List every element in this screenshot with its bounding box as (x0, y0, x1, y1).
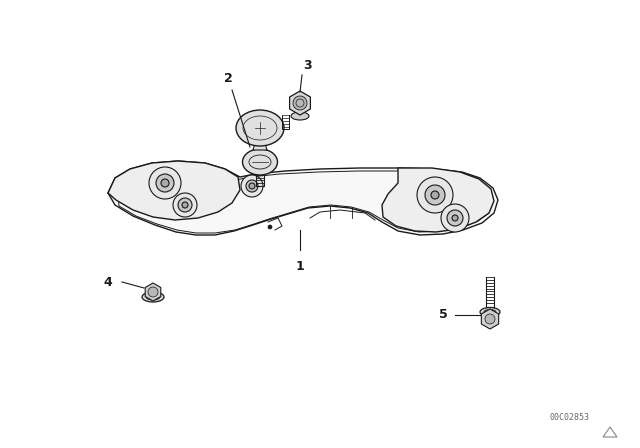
Circle shape (161, 179, 169, 187)
Circle shape (178, 198, 192, 212)
Text: 1: 1 (296, 260, 305, 273)
Text: 3: 3 (304, 59, 312, 72)
Circle shape (249, 183, 255, 189)
Ellipse shape (243, 149, 278, 175)
Ellipse shape (291, 112, 309, 120)
Polygon shape (481, 309, 499, 329)
Circle shape (452, 215, 458, 221)
Circle shape (241, 175, 263, 197)
Text: 00C02853: 00C02853 (550, 414, 590, 422)
Polygon shape (145, 283, 161, 301)
Circle shape (447, 210, 463, 226)
Ellipse shape (484, 310, 496, 314)
Text: 5: 5 (439, 309, 448, 322)
Circle shape (148, 287, 158, 297)
Circle shape (417, 177, 453, 213)
Ellipse shape (480, 307, 500, 316)
Polygon shape (108, 161, 498, 235)
Circle shape (293, 96, 307, 110)
Polygon shape (108, 161, 240, 220)
Circle shape (246, 180, 258, 192)
Circle shape (425, 185, 445, 205)
Circle shape (268, 225, 272, 229)
Ellipse shape (236, 110, 284, 146)
Ellipse shape (142, 292, 164, 302)
Text: 2: 2 (223, 72, 232, 85)
Circle shape (173, 193, 197, 217)
Ellipse shape (146, 294, 160, 300)
Polygon shape (382, 168, 494, 232)
Polygon shape (253, 143, 267, 150)
Circle shape (431, 191, 439, 199)
Circle shape (441, 204, 469, 232)
Circle shape (182, 202, 188, 208)
Circle shape (149, 167, 181, 199)
Polygon shape (290, 91, 310, 115)
Text: 4: 4 (103, 276, 112, 289)
Circle shape (156, 174, 174, 192)
Circle shape (485, 314, 495, 324)
